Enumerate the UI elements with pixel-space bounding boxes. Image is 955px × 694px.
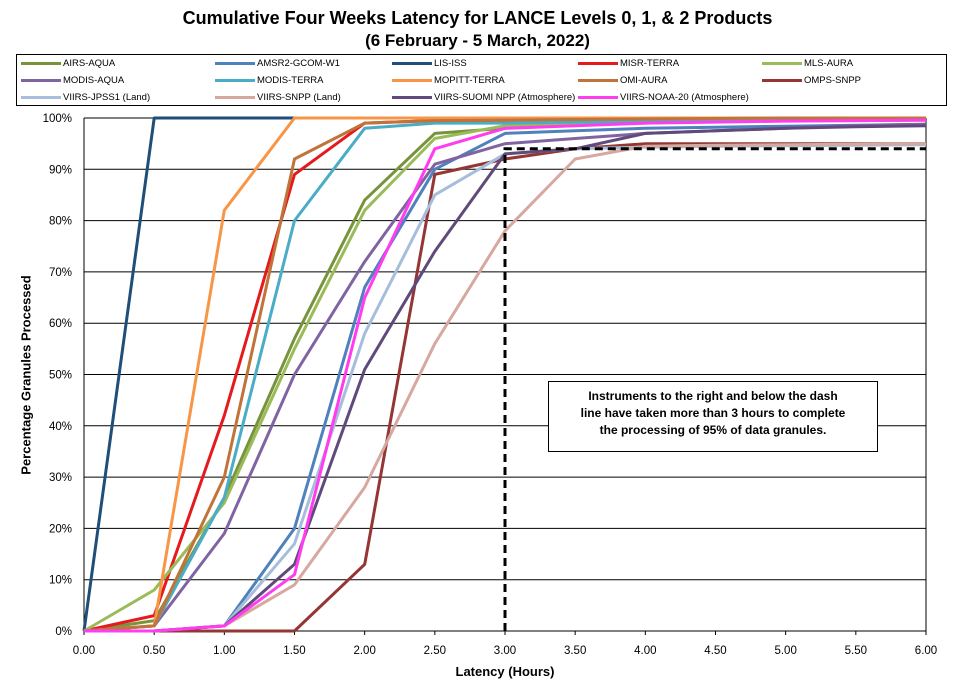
legend-item: OMI-AURA — [578, 72, 668, 89]
chart-subtitle: (6 February - 5 March, 2022) — [365, 31, 590, 50]
legend-label: MODIS-TERRA — [257, 75, 324, 86]
legend-swatch — [578, 96, 618, 99]
legend-item: MOPITT-TERRA — [392, 72, 505, 89]
legend-label: MISR-TERRA — [620, 58, 680, 69]
x-tick-label: 6.00 — [915, 645, 937, 657]
legend-label: OMPS-SNPP — [804, 75, 862, 86]
x-axis-label: Latency (Hours) — [455, 664, 555, 679]
x-tick-label: 4.00 — [634, 645, 656, 657]
legend-swatch — [215, 62, 255, 65]
y-axis-label: Percentage Granules Processed — [18, 275, 34, 475]
legend-item: MLS-AURA — [762, 55, 853, 72]
legend-label: VIIRS-JPSS1 (Land) — [63, 92, 151, 103]
x-tick-label: 5.00 — [774, 645, 796, 657]
x-tick-label: 1.00 — [213, 645, 235, 657]
y-tick-label: 70% — [49, 267, 72, 279]
x-tick-label: 3.50 — [564, 645, 586, 657]
legend-label: OMI-AURA — [620, 75, 668, 86]
legend-swatch — [392, 62, 432, 65]
legend-item: MISR-TERRA — [578, 55, 679, 72]
y-tick-label: 100% — [43, 113, 72, 125]
legend-label: MLS-AURA — [804, 58, 854, 69]
y-tick-label: 90% — [49, 164, 72, 176]
legend-swatch — [21, 79, 61, 82]
y-tick-label: 20% — [49, 523, 72, 535]
series-line-omi-aura — [83, 116, 926, 633]
annotation-line-3: the processing of 95% of data granules. — [599, 423, 827, 437]
legend-label: VIIRS-NOAA-20 (Atmosphere) — [620, 92, 749, 103]
legend-label: MODIS-AQUA — [63, 75, 125, 86]
legend-label: LIS-ISS — [434, 58, 467, 69]
legend-swatch — [578, 79, 618, 82]
y-tick-label: 10% — [49, 575, 72, 587]
legend-swatch — [392, 96, 432, 99]
x-tick-label: 0.00 — [73, 645, 95, 657]
x-tick-label: 0.50 — [143, 645, 165, 657]
legend-label: MOPITT-TERRA — [434, 75, 505, 86]
legend-swatch — [215, 96, 255, 99]
legend-swatch — [21, 96, 61, 99]
x-tick-label: 1.50 — [283, 645, 305, 657]
y-tick-label: 50% — [49, 370, 72, 382]
x-tick-label: 3.00 — [494, 645, 516, 657]
legend-swatch — [392, 79, 432, 82]
annotation-box: Instruments to the right and below the d… — [548, 381, 878, 452]
legend-label: VIIRS-SNPP (Land) — [257, 92, 341, 103]
x-tick-label: 4.50 — [704, 645, 726, 657]
legend-item: VIIRS-JPSS1 (Land) — [21, 89, 150, 106]
y-tick-label: 0% — [55, 626, 72, 638]
legend-swatch — [215, 79, 255, 82]
legend-label: VIIRS-SUOMI NPP (Atmosphere) — [434, 92, 576, 103]
chart-title: Cumulative Four Weeks Latency for LANCE … — [182, 8, 773, 28]
y-tick-label: 80% — [49, 216, 72, 228]
legend-label: AMSR2-GCOM-W1 — [257, 58, 340, 69]
y-tick-label: 60% — [49, 318, 72, 330]
threshold-dash-line — [503, 147, 926, 631]
chart-legend: AIRS-AQUA AMSR2-GCOM-W1 LIS-ISS MISR-TERRA M… — [16, 54, 947, 106]
legend-item: LIS-ISS — [392, 55, 467, 72]
series-line-viirs-noaa-20-atmosphere- — [84, 118, 927, 633]
legend-item: VIIRS-SNPP (Land) — [215, 89, 341, 106]
legend-item: MODIS-TERRA — [215, 72, 324, 89]
legend-item: AMSR2-GCOM-W1 — [215, 55, 340, 72]
legend-item: VIIRS-NOAA-20 (Atmosphere) — [578, 89, 749, 106]
annotation-line-1: Instruments to the right and below the d… — [588, 389, 838, 403]
legend-item: AIRS-AQUA — [21, 55, 115, 72]
legend-item: OMPS-SNPP — [762, 72, 861, 89]
legend-item: VIIRS-SUOMI NPP (Atmosphere) — [392, 89, 575, 106]
legend-label: AIRS-AQUA — [63, 58, 116, 69]
x-tick-label: 5.50 — [845, 645, 867, 657]
x-tick-label: 2.50 — [424, 645, 446, 657]
legend-swatch — [762, 62, 802, 65]
legend-swatch — [762, 79, 802, 82]
legend-item: MODIS-AQUA — [21, 72, 124, 89]
legend-swatch — [21, 62, 61, 65]
y-tick-label: 30% — [49, 472, 72, 484]
annotation-line-2: line have taken more than 3 hours to com… — [580, 406, 846, 420]
legend-swatch — [578, 62, 618, 65]
y-tick-label: 40% — [49, 421, 72, 433]
x-tick-label: 2.00 — [353, 645, 375, 657]
